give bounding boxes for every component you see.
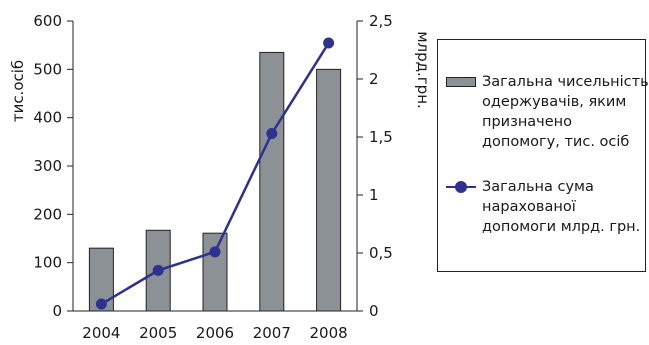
left-tick-label: 300 [33,157,62,175]
x-tick-label-2008: 2008 [310,324,348,342]
left-tick-label: 600 [33,12,62,30]
right-tick-label: 1 [369,186,379,204]
right-tick-label: 0,5 [369,244,393,262]
line-point-2006 [209,246,221,258]
right-tick-label: 2,5 [369,12,393,30]
line-point-2004 [95,298,107,310]
left-tick-label: 0 [52,302,62,320]
legend-label-line: Загальна сума нарахованої допомоги млрд.… [482,179,641,235]
left-axis-title: тис.осіб [9,60,27,122]
line-point-2005 [152,264,164,276]
legend: Загальна чисельність одержувачів, яким п… [437,39,649,272]
legend-item-line: Загальна сума нарахованої допомоги млрд.… [446,177,649,237]
x-tick-label-2005: 2005 [139,324,177,342]
left-tick-label: 200 [33,205,62,223]
x-axis-labels: 2004 2005 2006 2007 2008 [73,310,357,342]
line-series [95,37,335,310]
legend-swatch-line [446,177,476,197]
line-point-2008 [323,37,335,49]
legend-item-bar: Загальна чисельність одержувачів, яким п… [446,72,649,152]
right-tick-label: 2 [369,70,379,88]
bar-series [88,51,342,312]
right-axis: 0 0,5 1 1,5 2 2,5 [356,12,393,320]
right-tick-label: 0 [369,302,379,320]
left-tick-label: 500 [33,60,62,78]
bar-2006 [202,232,228,312]
bar-2008 [316,68,342,312]
x-tick-label-2007: 2007 [253,324,291,342]
x-tick-label-2006: 2006 [196,324,234,342]
legend-swatch-bar [446,77,476,87]
legend-label-bar: Загальна чисельність одержувачів, яким п… [482,74,649,150]
line-point-2007 [266,128,278,140]
left-tick-label: 400 [33,109,62,127]
right-tick-label: 1,5 [369,128,393,146]
bar-2007 [259,51,285,312]
left-tick-label: 100 [33,254,62,272]
right-axis-title: млрд.грн. [414,31,430,109]
x-tick-label-2004: 2004 [82,324,120,342]
left-axis: 0 100 200 300 400 500 600 [33,12,74,320]
